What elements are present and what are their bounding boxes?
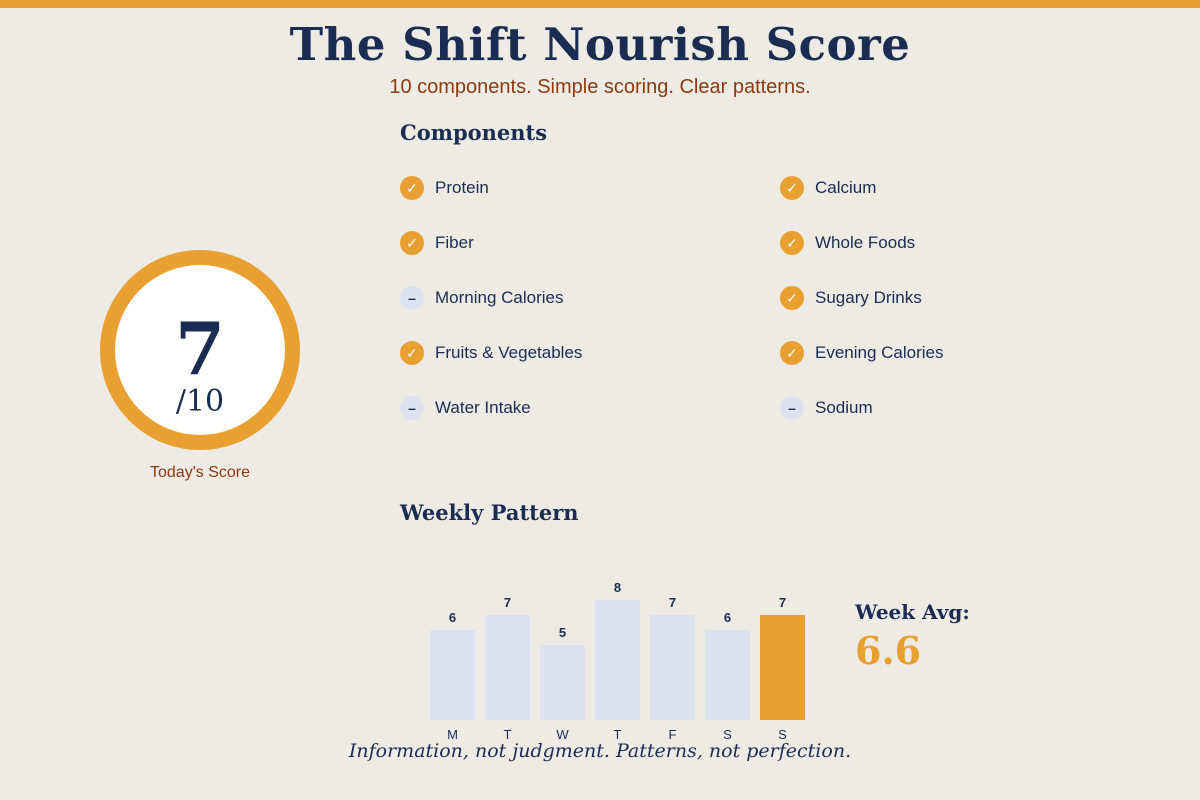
- component-item: ✓ Calcium: [780, 176, 876, 200]
- component-label: Whole Foods: [815, 233, 916, 252]
- component-item: – Sodium: [780, 396, 873, 420]
- component-item: ✓ Whole Foods: [780, 231, 915, 255]
- bar-value-label: 7: [668, 595, 677, 610]
- component-label: Protein: [435, 178, 489, 197]
- minus-icon: –: [780, 396, 804, 420]
- bar: [485, 615, 530, 720]
- component-item: ✓ Sugary Drinks: [780, 286, 922, 310]
- components-heading: Components: [400, 120, 548, 145]
- minus-icon: –: [400, 396, 424, 420]
- bar-value-label: 5: [558, 625, 567, 640]
- component-label: Fruits & Vegetables: [435, 343, 583, 362]
- bar-value-label: 7: [778, 595, 787, 610]
- check-icon: ✓: [780, 231, 804, 255]
- check-icon: ✓: [780, 286, 804, 310]
- bar-day-label: T: [503, 727, 512, 742]
- bar-day-label: F: [668, 727, 677, 742]
- bar-value-label: 6: [448, 610, 457, 625]
- footer-tagline: Information, not judgment. Patterns, not…: [348, 740, 852, 762]
- top-accent-bar: [0, 0, 1200, 8]
- bar-value-label: 7: [503, 595, 512, 610]
- component-item: ✓ Evening Calories: [780, 341, 944, 365]
- bar: [705, 630, 750, 720]
- bar-day-label: T: [613, 727, 622, 742]
- bar-today: [760, 615, 805, 720]
- bar-value-label: 8: [613, 580, 622, 595]
- component-label: Morning Calories: [435, 288, 564, 307]
- component-item: ✓ Protein: [400, 176, 489, 200]
- bar-day-label: S: [778, 727, 787, 742]
- score-value: 7: [174, 306, 226, 391]
- minus-icon: –: [400, 286, 424, 310]
- bar: [595, 600, 640, 720]
- bar: [650, 615, 695, 720]
- check-icon: ✓: [780, 341, 804, 365]
- check-icon: ✓: [400, 231, 424, 255]
- bar-day-label: M: [447, 727, 458, 742]
- weekly-heading: Weekly Pattern: [400, 500, 579, 525]
- component-label: Fiber: [435, 233, 474, 252]
- component-label: Evening Calories: [815, 343, 944, 362]
- score-label: Today's Score: [150, 464, 250, 481]
- check-icon: ✓: [400, 176, 424, 200]
- component-item: ✓ Fiber: [400, 231, 474, 255]
- week-avg-label: Week Avg:: [855, 600, 970, 624]
- page-subtitle: 10 components. Simple scoring. Clear pat…: [389, 76, 811, 98]
- component-label: Sodium: [815, 398, 873, 417]
- check-icon: ✓: [400, 341, 424, 365]
- bar-value-label: 6: [723, 610, 732, 625]
- score-ring: 7 /10: [100, 250, 300, 450]
- component-label: Calcium: [815, 178, 877, 197]
- bar-day-label: W: [556, 727, 569, 742]
- check-icon: ✓: [780, 176, 804, 200]
- score-inner-circle: 7 /10: [115, 265, 285, 435]
- week-avg-value: 6.6: [855, 628, 922, 673]
- score-max: /10: [175, 384, 225, 419]
- page-title: The Shift Nourish Score: [289, 18, 911, 71]
- component-label: Sugary Drinks: [815, 288, 922, 307]
- bar-day-label: S: [723, 727, 732, 742]
- component-item: – Water Intake: [400, 396, 531, 420]
- bar: [430, 630, 475, 720]
- component-item: ✓ Fruits & Vegetables: [400, 341, 582, 365]
- component-item: – Morning Calories: [400, 286, 564, 310]
- bar: [540, 645, 585, 720]
- component-label: Water Intake: [435, 398, 531, 417]
